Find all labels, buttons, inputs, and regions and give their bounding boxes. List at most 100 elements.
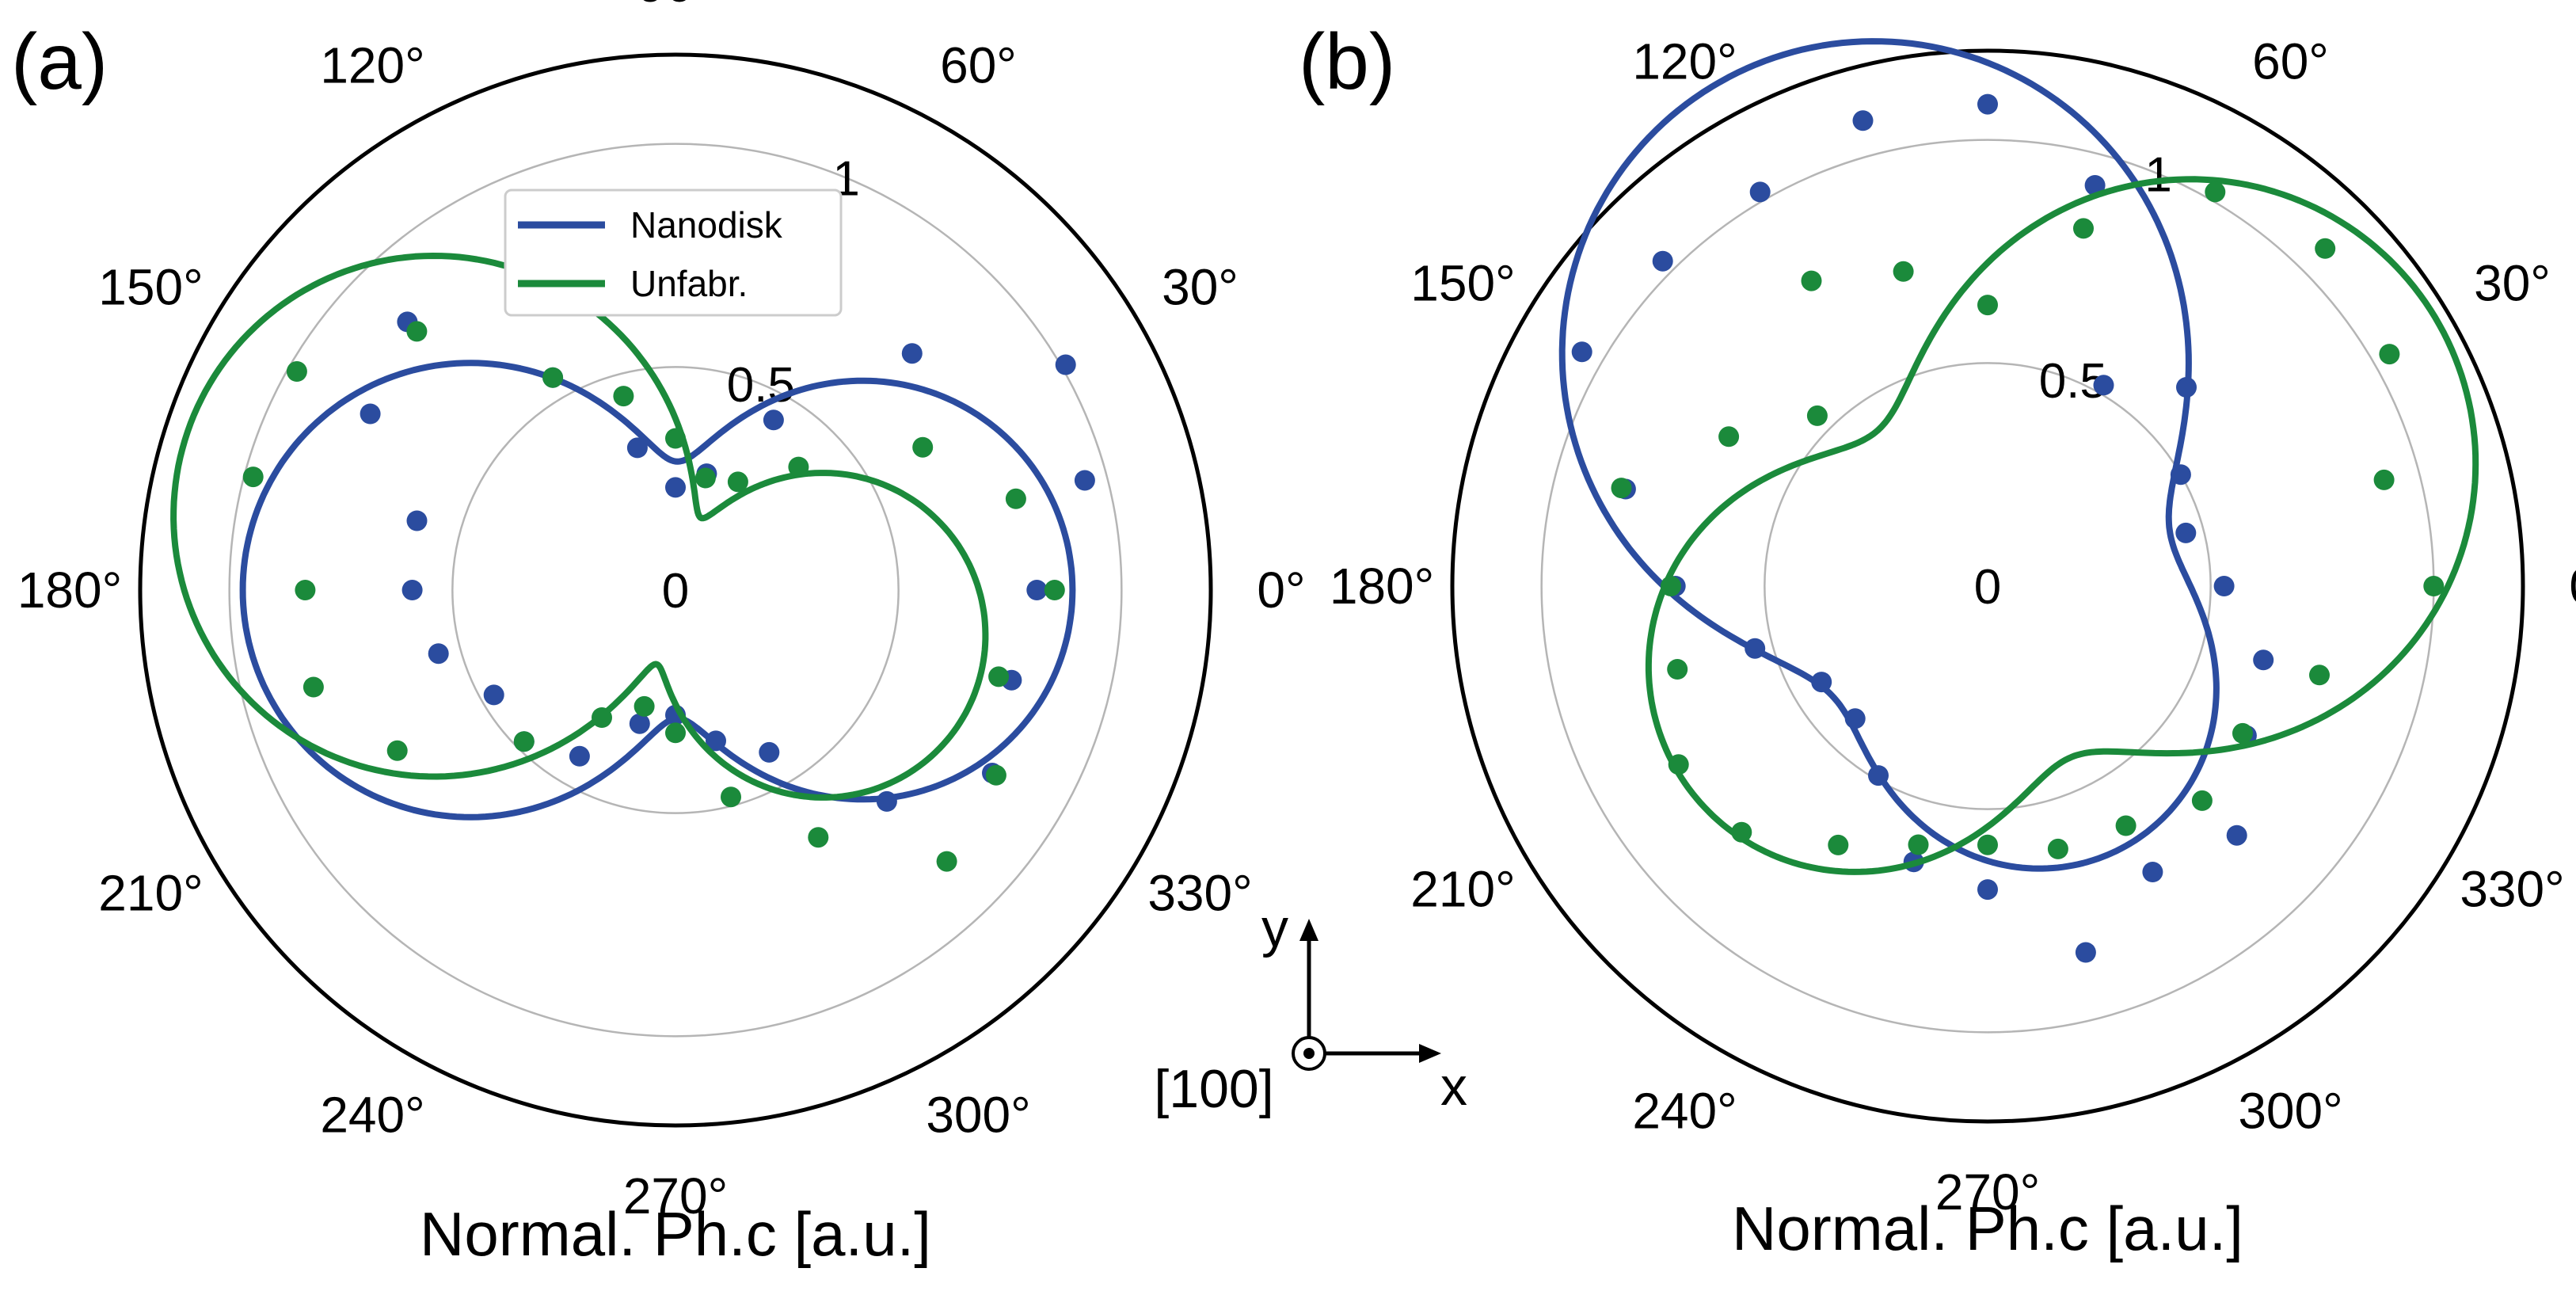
angle-tick-label: 120° [320,36,424,93]
data-point-unfabr [727,471,748,493]
legend-label-unfabr: Unfabr. [630,263,748,304]
data-point-nanodisk [1811,672,1832,693]
axes-inset: y x [100] [1154,898,1467,1119]
angle-tick-label: 180° [17,562,122,619]
data-point-unfabr [1806,405,1828,426]
data-point-unfabr [1908,834,1929,855]
panel-a: 00.510°30°60°90°120°150°180°210°240°270°… [11,0,1306,1269]
data-point-nanodisk [401,580,423,600]
angle-tick-label: 30° [2474,255,2551,312]
data-point-nanodisk [2253,649,2274,671]
y-axis-label: y [1261,898,1288,958]
data-point-unfabr [2373,469,2395,490]
data-point-nanodisk [1652,250,1673,272]
radial-tick-label: 0 [662,564,689,619]
data-point-unfabr [286,361,307,382]
data-point-nanodisk [2142,862,2163,882]
angle-tick-label: 240° [1632,1083,1737,1140]
data-point-unfabr [2191,790,2213,811]
data-point-unfabr [386,740,408,761]
data-point-nanodisk [763,409,784,431]
x-axis-label: x [1440,1057,1467,1117]
data-point-nanodisk [1745,638,1766,659]
angle-tick-label: 330° [1147,865,1252,922]
data-point-unfabr [2309,665,2330,686]
outer-ring [1450,48,2525,1124]
legend-label-nanodisk: Nanodisk [630,204,783,246]
angle-tick-label: 330° [2460,861,2564,918]
data-point-nanodisk [360,403,381,425]
data-point-unfabr [542,367,564,388]
data-point-nanodisk [1749,181,1771,203]
angle-tick-label: 240° [320,1087,424,1144]
data-point-nanodisk [1055,354,1076,375]
data-point-unfabr [788,456,809,478]
z-direction-label: [100] [1154,1059,1273,1119]
data-point-unfabr [2047,838,2068,859]
data-point-unfabr [1044,580,1065,600]
data-point-nanodisk [1571,341,1592,363]
data-point-unfabr [665,428,686,449]
data-point-unfabr [1667,659,1688,680]
data-point-unfabr [1005,488,1026,509]
data-point-nanodisk [1074,470,1095,491]
x-axis-title: Normal. Ph.c [a.u.] [420,1199,931,1269]
data-point-unfabr [694,467,716,489]
outer-ring [138,52,1213,1128]
data-point-nanodisk [1977,93,1998,115]
angle-tick-label: 300° [2238,1083,2342,1140]
data-point-nanodisk [2226,824,2247,846]
data-point-nanodisk [1868,765,1889,786]
angle-tick-label: 60° [2252,32,2329,89]
data-point-nanodisk [706,730,726,752]
data-point-unfabr [613,386,634,407]
data-point-unfabr [1661,576,1681,596]
data-point-unfabr [2423,576,2445,596]
data-point-nanodisk [2170,464,2191,486]
data-point-nanodisk [2075,942,2096,963]
grid-circle-1 [451,366,900,814]
x-axis-title: Normal. Ph.c [a.u.] [1732,1194,2243,1263]
data-point-unfabr [2205,181,2226,203]
angle-tick-label: 180° [1330,558,1434,615]
panel-label: (b) [1299,17,1395,106]
y-arrowhead-icon [1299,919,1318,941]
panel-label: (a) [11,17,108,106]
angle-tick-label: 150° [98,259,203,316]
data-point-unfabr [2073,218,2094,239]
angle-tick-label: 90° [1950,0,2026,9]
data-point-unfabr [2315,238,2336,259]
panel-b: 00.510°30°60°90°120°150°180°210°240°270°… [1299,0,2576,1263]
legend: Nanodisk Unfabr. [504,189,843,317]
out-of-plane-dot-icon [1303,1048,1315,1059]
angle-tick-label: 90° [637,0,714,13]
data-point-nanodisk [759,741,780,763]
angle-tick-label: 210° [1410,861,1515,918]
x-arrowhead-icon [1419,1044,1441,1063]
data-point-unfabr [513,731,535,752]
data-point-nanodisk [569,745,590,767]
data-point-nanodisk [2175,522,2197,543]
data-point-unfabr [2379,344,2400,365]
data-point-unfabr [1718,426,1740,447]
data-point-unfabr [302,676,324,698]
angle-tick-label: 210° [98,865,203,922]
data-point-nanodisk [1844,708,1866,729]
angle-tick-label: 270° [1935,1163,2040,1221]
angle-tick-label: 270° [623,1167,728,1224]
angle-tick-label: 300° [926,1087,1030,1144]
radial-tick-label: 0 [1974,560,2001,615]
data-point-unfabr [592,707,612,728]
data-point-unfabr [2232,722,2253,744]
data-point-nanodisk [483,684,504,706]
data-point-unfabr [1828,834,1849,855]
data-point-unfabr [634,695,655,717]
angle-tick-label: 0° [2569,558,2576,615]
data-point-unfabr [1611,478,1632,499]
angle-tick-label: 0° [1257,562,1305,619]
data-point-nanodisk [2213,576,2235,596]
data-point-nanodisk [2093,375,2114,396]
data-point-nanodisk [406,510,428,531]
data-point-unfabr [1977,834,1998,855]
